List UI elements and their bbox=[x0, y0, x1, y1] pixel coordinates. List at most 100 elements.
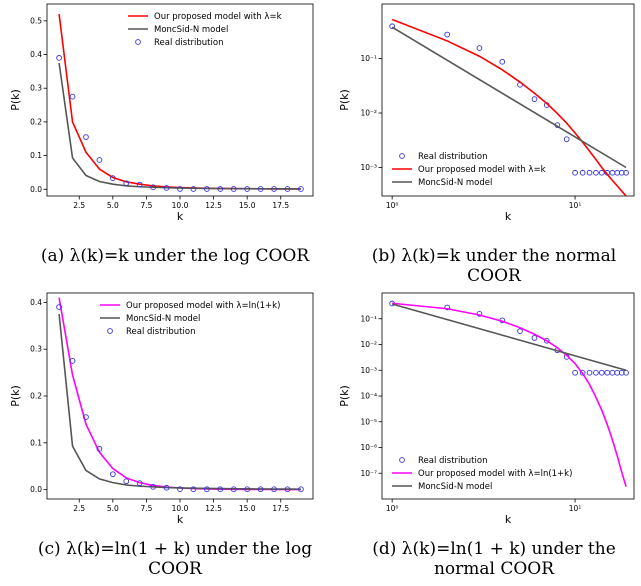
series-real-distribution-point bbox=[284, 486, 291, 493]
series-real-distribution-point bbox=[609, 369, 616, 376]
legend-our-proposed-model-with-k-label: Our proposed model with λ=k bbox=[154, 12, 282, 22]
series-real-distribution-point bbox=[517, 328, 523, 334]
y-tick-label: 10⁻³ bbox=[360, 163, 377, 172]
legend-real-distribution-swatch bbox=[399, 457, 405, 463]
series-real-distribution-point bbox=[271, 186, 277, 192]
y-tick-label: 0.0 bbox=[30, 185, 42, 194]
series-real-distribution-point bbox=[298, 486, 304, 493]
caption-d-line-1: (d) λ(k)=ln(1 + k) under the bbox=[372, 539, 616, 559]
series-real-distribution-point bbox=[177, 486, 183, 493]
plot-data bbox=[56, 14, 304, 192]
x-axis-label: k bbox=[505, 210, 512, 223]
series-real-distribution-point bbox=[444, 304, 451, 311]
series-moncsid-n-model-line bbox=[58, 313, 301, 490]
x-tick-label: 5.0 bbox=[107, 504, 119, 513]
series-real-distribution-point bbox=[257, 186, 264, 192]
x-tick-label: 10¹ bbox=[569, 201, 582, 210]
caption-c-line-1: (c) λ(k)=ln(1 + k) under the log bbox=[37, 539, 313, 559]
series-real-distribution-point bbox=[204, 186, 210, 192]
series-real-distribution-point bbox=[150, 483, 156, 490]
y-tick-label: 0.4 bbox=[30, 298, 42, 307]
series-moncsid-n-model-line bbox=[58, 62, 301, 190]
legend-moncsid-n-model-label: MoncSid-N model bbox=[126, 314, 200, 324]
series-real-distribution-point bbox=[543, 337, 550, 344]
y-tick-label: 0.1 bbox=[30, 151, 42, 160]
series-real-distribution-point bbox=[499, 58, 506, 65]
y-tick-label: 10⁻² bbox=[360, 340, 377, 349]
x-tick-label: 7.5 bbox=[140, 201, 152, 210]
legend-real-distribution-label: Real distribution bbox=[126, 327, 195, 337]
caption-b-line-1: (b) λ(k)=k under the normal bbox=[371, 246, 617, 266]
series-real-distribution-point bbox=[598, 369, 605, 376]
series-real-distribution-point bbox=[163, 185, 170, 191]
plot-data bbox=[389, 300, 629, 487]
x-tick-label: 2.5 bbox=[73, 504, 85, 513]
series-real-distribution-point bbox=[298, 186, 304, 192]
caption-c-line-2: COOR bbox=[148, 559, 202, 579]
x-tick-label: 2.5 bbox=[73, 201, 85, 210]
series-real-distribution-point bbox=[572, 369, 578, 376]
series-real-distribution-point bbox=[123, 478, 130, 485]
series-our-proposed-model-with-ln-1-k-line bbox=[392, 302, 627, 487]
legend-our-proposed-model-with-k-label: Our proposed model with λ=k bbox=[418, 165, 546, 175]
series-real-distribution-point bbox=[83, 414, 89, 420]
y-tick-label: 0.3 bbox=[30, 84, 42, 93]
legend-moncsid-n-model-label: MoncSid-N model bbox=[418, 178, 492, 188]
series-real-distribution-point bbox=[69, 93, 76, 100]
legend-real-distribution-label: Real distribution bbox=[154, 38, 223, 48]
caption-a: (a) λ(k)=k under the log COOR bbox=[10, 246, 340, 266]
x-tick-label: 15.0 bbox=[239, 201, 256, 210]
y-tick-label: 0.2 bbox=[30, 117, 42, 126]
legend-our-proposed-model-with-ln-1-k-label: Our proposed model with λ=ln(1+k) bbox=[126, 301, 280, 311]
series-real-distribution-point bbox=[150, 184, 156, 191]
y-tick-label: 10⁻¹ bbox=[360, 314, 377, 323]
x-axis-label: k bbox=[177, 210, 184, 223]
series-real-distribution-point bbox=[614, 369, 621, 376]
x-tick-label: 12.5 bbox=[205, 201, 222, 210]
legend-real-distribution-label: Real distribution bbox=[418, 152, 487, 162]
y-tick-label: 10⁻¹ bbox=[360, 54, 377, 63]
series-real-distribution-point bbox=[579, 169, 586, 176]
series-real-distribution-point bbox=[586, 169, 593, 176]
series-moncsid-n-model-line bbox=[391, 26, 627, 169]
y-tick-label: 0.5 bbox=[30, 16, 42, 25]
series-real-distribution-point bbox=[190, 486, 197, 493]
series-real-distribution-point bbox=[56, 55, 62, 61]
y-tick-label: 0.2 bbox=[30, 392, 42, 401]
series-real-distribution-point bbox=[598, 169, 605, 176]
x-tick-label: 10.0 bbox=[172, 504, 189, 513]
series-real-distribution-point bbox=[217, 486, 224, 493]
series-real-distribution-point bbox=[476, 45, 483, 51]
legend-moncsid-n-model-label: MoncSid-N model bbox=[418, 482, 492, 492]
series-real-distribution-point bbox=[623, 369, 629, 376]
x-tick-label: 17.5 bbox=[272, 504, 289, 513]
legend-real-distribution-label: Real distribution bbox=[418, 456, 487, 466]
legend-moncsid-n-model-label: MoncSid-N model bbox=[154, 25, 228, 35]
plot-data bbox=[389, 18, 629, 196]
series-real-distribution-point bbox=[56, 304, 62, 310]
series-our-proposed-model-with-k-line bbox=[391, 18, 627, 196]
series-real-distribution-point bbox=[136, 480, 143, 486]
series-real-distribution-point bbox=[230, 186, 237, 192]
series-real-distribution-point bbox=[531, 96, 538, 102]
series-real-distribution-point bbox=[109, 175, 116, 181]
x-tick-label: 12.5 bbox=[205, 504, 222, 513]
caption-a-line-1: (a) λ(k)=k under the log COOR bbox=[40, 246, 310, 266]
series-real-distribution-point bbox=[271, 486, 277, 493]
y-axis-label: P(k) bbox=[338, 89, 351, 111]
caption-b-line-2: COOR bbox=[467, 266, 521, 286]
series-moncsid-n-model-line bbox=[391, 303, 627, 372]
series-real-distribution-point bbox=[389, 23, 396, 30]
series-real-distribution-point bbox=[190, 186, 197, 192]
series-real-distribution-point bbox=[257, 486, 264, 493]
x-axis-label: k bbox=[177, 513, 184, 526]
y-axis-label: P(k) bbox=[9, 89, 22, 111]
x-tick-label: 10.0 bbox=[172, 201, 189, 210]
y-tick-label: 10⁻⁶ bbox=[360, 443, 377, 452]
series-real-distribution-point bbox=[230, 486, 237, 493]
x-tick-label: 5.0 bbox=[107, 201, 119, 210]
series-real-distribution-point bbox=[177, 186, 183, 192]
